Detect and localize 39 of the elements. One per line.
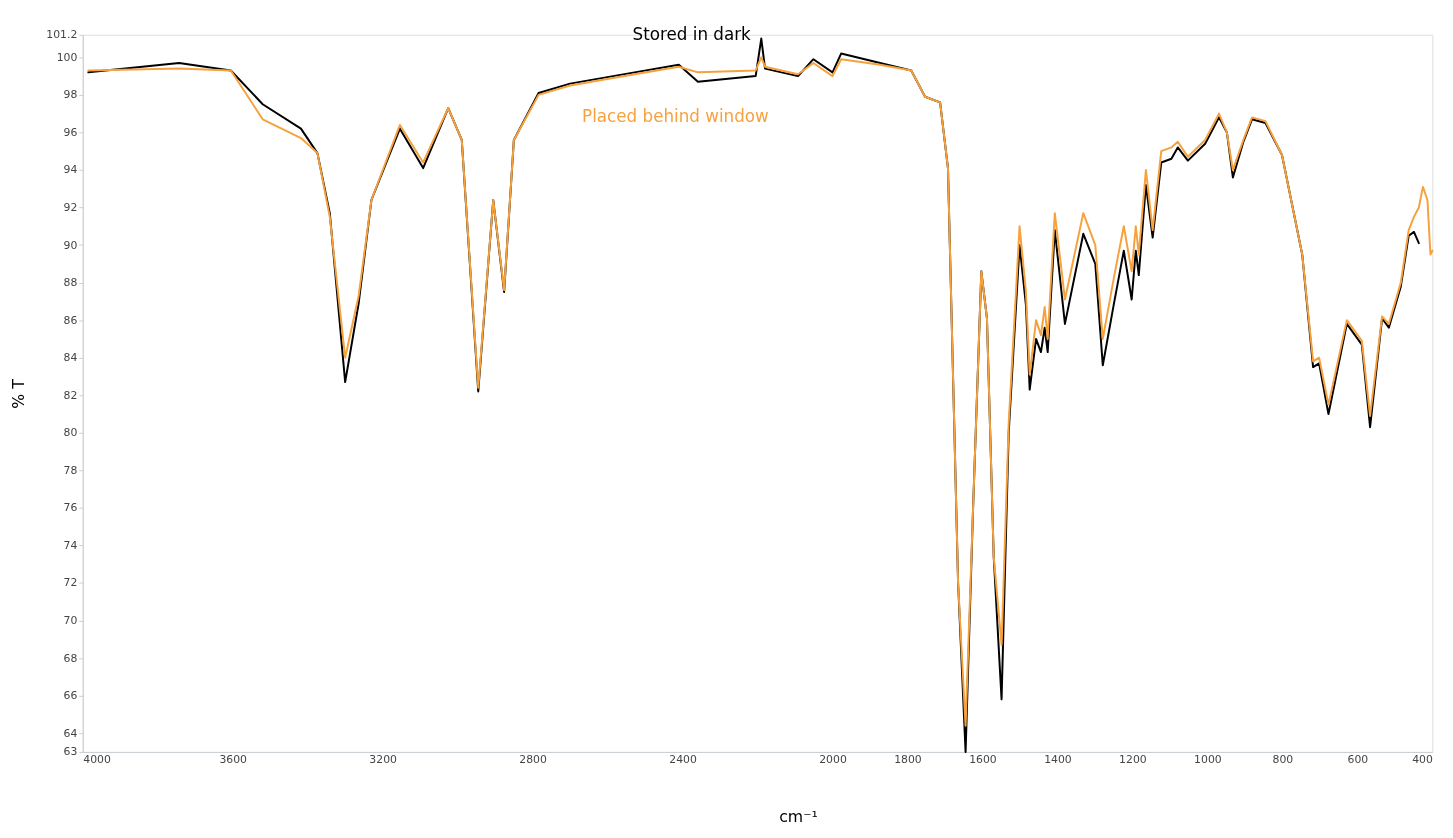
y-tick-label: 101.2 bbox=[46, 28, 78, 42]
y-tick-label: 90 bbox=[63, 238, 78, 252]
x-tick-label: 1200 bbox=[1119, 753, 1147, 767]
series-label: Stored in dark bbox=[632, 23, 752, 44]
y-tick-label: 63 bbox=[63, 745, 78, 759]
x-tick-label: 1800 bbox=[894, 753, 922, 767]
y-tick-label: 78 bbox=[63, 463, 78, 477]
y-tick-label: 86 bbox=[63, 313, 78, 327]
x-tick-label: 2800 bbox=[519, 753, 547, 767]
y-tick-label: 84 bbox=[63, 351, 78, 365]
y-tick-label: 98 bbox=[63, 88, 78, 102]
x-tick-label: 3200 bbox=[369, 753, 398, 767]
x-tick-label: 1600 bbox=[969, 753, 997, 767]
x-tick-label: 800 bbox=[1272, 753, 1294, 767]
x-tick-label: 3600 bbox=[219, 753, 248, 767]
y-tick-label: 92 bbox=[63, 200, 78, 214]
x-axis-title: cm⁻¹ bbox=[779, 807, 818, 827]
y-tick-label: 80 bbox=[63, 426, 78, 440]
y-tick-label: 94 bbox=[63, 163, 78, 177]
y-tick-label: 70 bbox=[63, 613, 78, 627]
x-tick-label: 4000 bbox=[83, 753, 111, 767]
x-tick-label: 1400 bbox=[1044, 753, 1072, 767]
y-tick-label: 96 bbox=[63, 125, 78, 139]
y-tick-label: 76 bbox=[63, 501, 78, 515]
y-tick-label: 68 bbox=[63, 651, 78, 665]
y-tick-label: 66 bbox=[63, 689, 78, 703]
x-tick-label: 2400 bbox=[669, 753, 697, 767]
y-tick-label: 88 bbox=[63, 276, 78, 290]
y-axis-title: % T bbox=[8, 378, 28, 409]
x-tick-label: 600 bbox=[1347, 753, 1369, 767]
x-tick-label: 400 bbox=[1412, 753, 1433, 767]
y-tick-label: 82 bbox=[63, 388, 78, 402]
x-tick-label: 2000 bbox=[819, 753, 847, 767]
y-tick-label: 100 bbox=[56, 50, 78, 64]
y-tick-label: 74 bbox=[63, 538, 78, 552]
series-label: Placed behind window bbox=[582, 106, 769, 127]
x-tick-label: 1000 bbox=[1194, 753, 1222, 767]
y-tick-label: 64 bbox=[63, 726, 78, 740]
y-tick-label: 72 bbox=[63, 576, 78, 590]
